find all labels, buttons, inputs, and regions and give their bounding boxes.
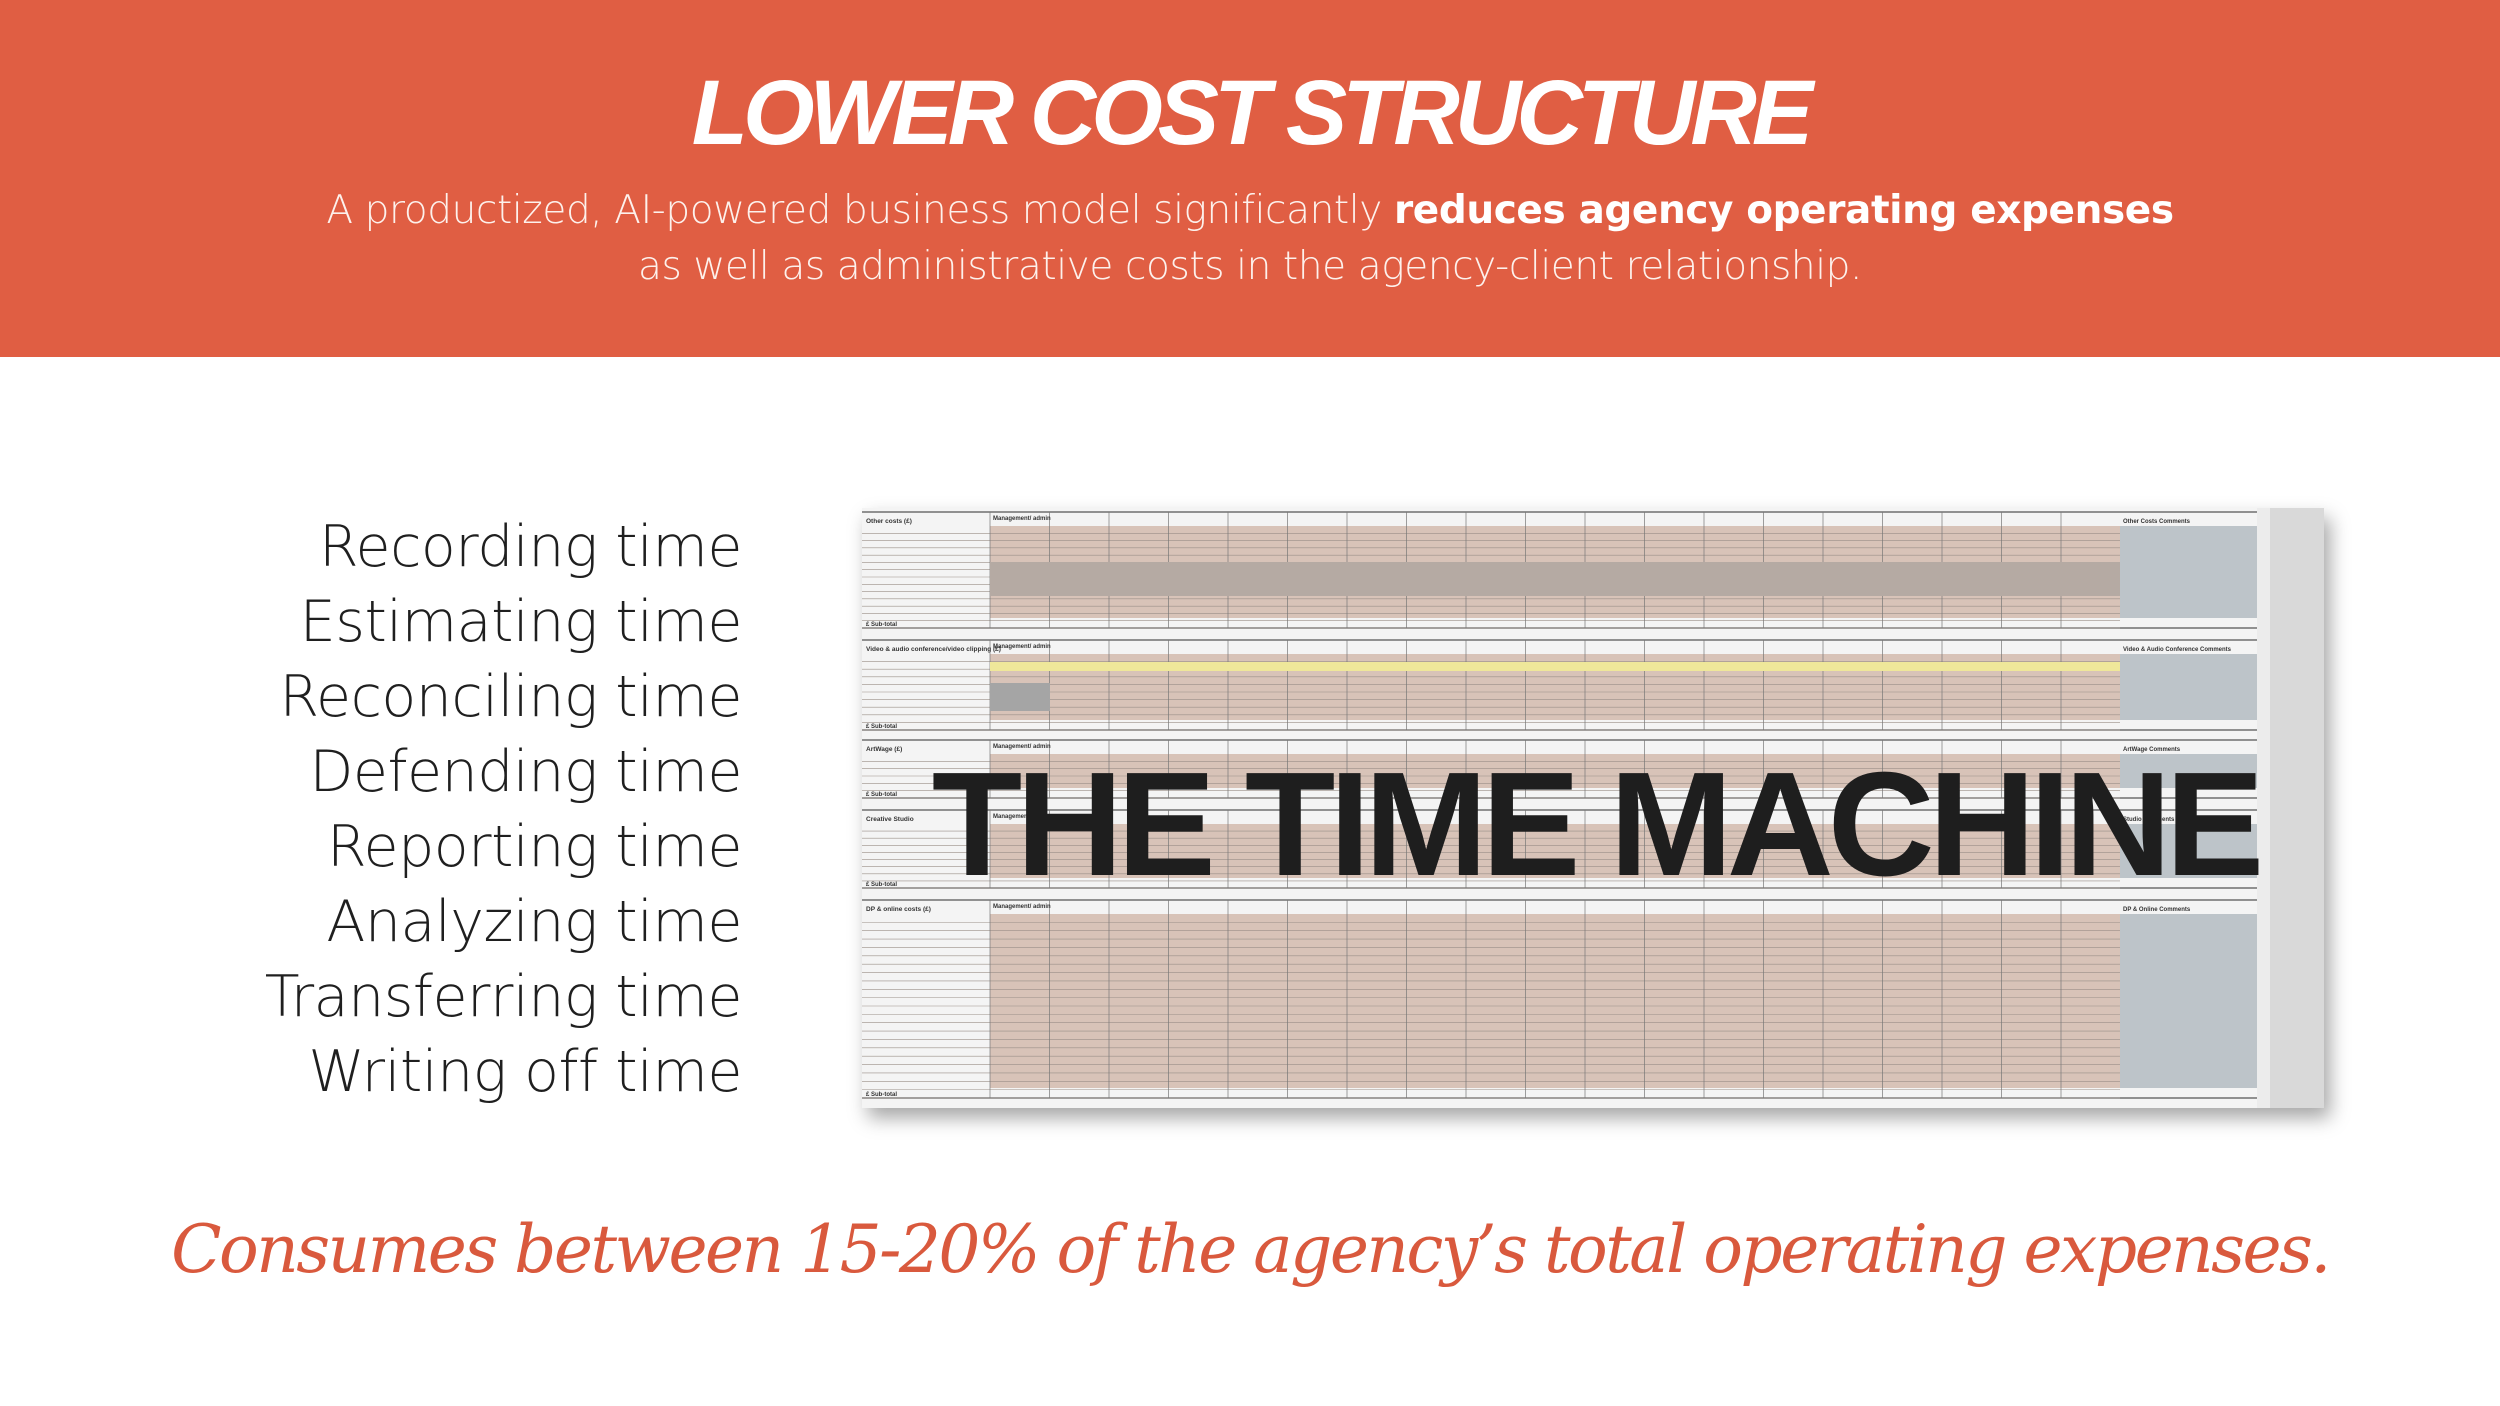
sheet-comment-box (2120, 754, 2270, 788)
sheet-comment-label: Video & Audio Conference Comments (2123, 647, 2232, 653)
time-item: Reporting time (326, 814, 743, 880)
sheet-comment-label: DP & Online Comments (2123, 907, 2191, 913)
time-item: Recording time (318, 514, 743, 580)
time-machine-overlay: THE TIME MACHINE (931, 742, 2264, 907)
sheet-comment-box (2120, 654, 2270, 720)
time-item: Analyzing time (326, 889, 742, 955)
spreadsheet-grid: Other costs (£) Management/ admin Other Co… (862, 508, 2324, 1108)
sheet-management-label: Management/ admin (993, 814, 1051, 820)
sheet-management-label: Management/ admin (993, 904, 1051, 910)
sheet-comment-label: ArtWage Comments (2123, 747, 2181, 753)
sheet-comment-label: Studio Comments (2123, 817, 2175, 823)
time-item: Defending time (309, 739, 743, 805)
time-item: Reconciling time (279, 664, 742, 730)
sheet-gray-block (990, 683, 1050, 711)
spreadsheet-image: Other costs (£) Management/ admin Other Co… (862, 508, 2324, 1108)
sheet-section-label: Other costs (£) (866, 518, 912, 525)
sheet-comment-box (2120, 824, 2270, 878)
sheet-total-column (2270, 508, 2324, 1108)
subtitle-bold: reduces agency operating expenses (1393, 188, 2174, 233)
sheet-cells (990, 914, 2120, 1088)
sheet-section-label: ArtWage (£) (866, 746, 902, 753)
sheet-comment-box (2120, 914, 2270, 1088)
sheet-cells (990, 824, 2120, 878)
sheet-section-label: DP & online costs (£) (866, 906, 931, 913)
sheet-cells (990, 754, 2120, 788)
footer-statement: Consumes between 15-20% of the agency’s … (171, 1211, 2331, 1288)
sheet-yellow-row (990, 662, 2120, 671)
slide-title: LOWER COST STRUCTURE (691, 62, 1813, 164)
sheet-comment-label: Other Costs Comments (2123, 519, 2191, 525)
subtitle-line-1: A productized, AI-powered business model… (0, 183, 2500, 239)
sheet-comment-box (2120, 526, 2270, 618)
sheet-management-label: Management/ admin (993, 516, 1051, 522)
subtitle-plain: A productized, AI-powered business model… (326, 188, 1394, 233)
time-activity-list: Recording time Estimating time Reconcili… (264, 510, 743, 1110)
time-item: Writing off time (308, 1039, 742, 1105)
sheet-subtotal-label: £ Sub-total (866, 792, 897, 798)
sheet-shaded-rows (990, 562, 2120, 596)
sheet-management-label: Management/ admin (993, 644, 1051, 650)
sheet-subtotal-label: £ Sub-total (866, 1092, 897, 1098)
time-item: Estimating time (299, 589, 743, 655)
time-item: Transferring time (264, 964, 743, 1030)
sheet-section-label: Video & audio conference/video clipping … (866, 646, 1001, 653)
sheet-section-label: Creative Studio (866, 816, 914, 823)
sheet-management-label: Management/ admin (993, 744, 1051, 750)
sheet-gap (2257, 508, 2270, 1108)
sheet-subtotal-label: £ Sub-total (866, 622, 897, 628)
subtitle-line-2: as well as administrative costs in the a… (637, 244, 1863, 289)
header-banner: LOWER COST STRUCTURE A productized, AI-p… (0, 0, 2500, 357)
sheet-subtotal-label: £ Sub-total (866, 724, 897, 730)
sheet-subtotal-label: £ Sub-total (866, 882, 897, 888)
